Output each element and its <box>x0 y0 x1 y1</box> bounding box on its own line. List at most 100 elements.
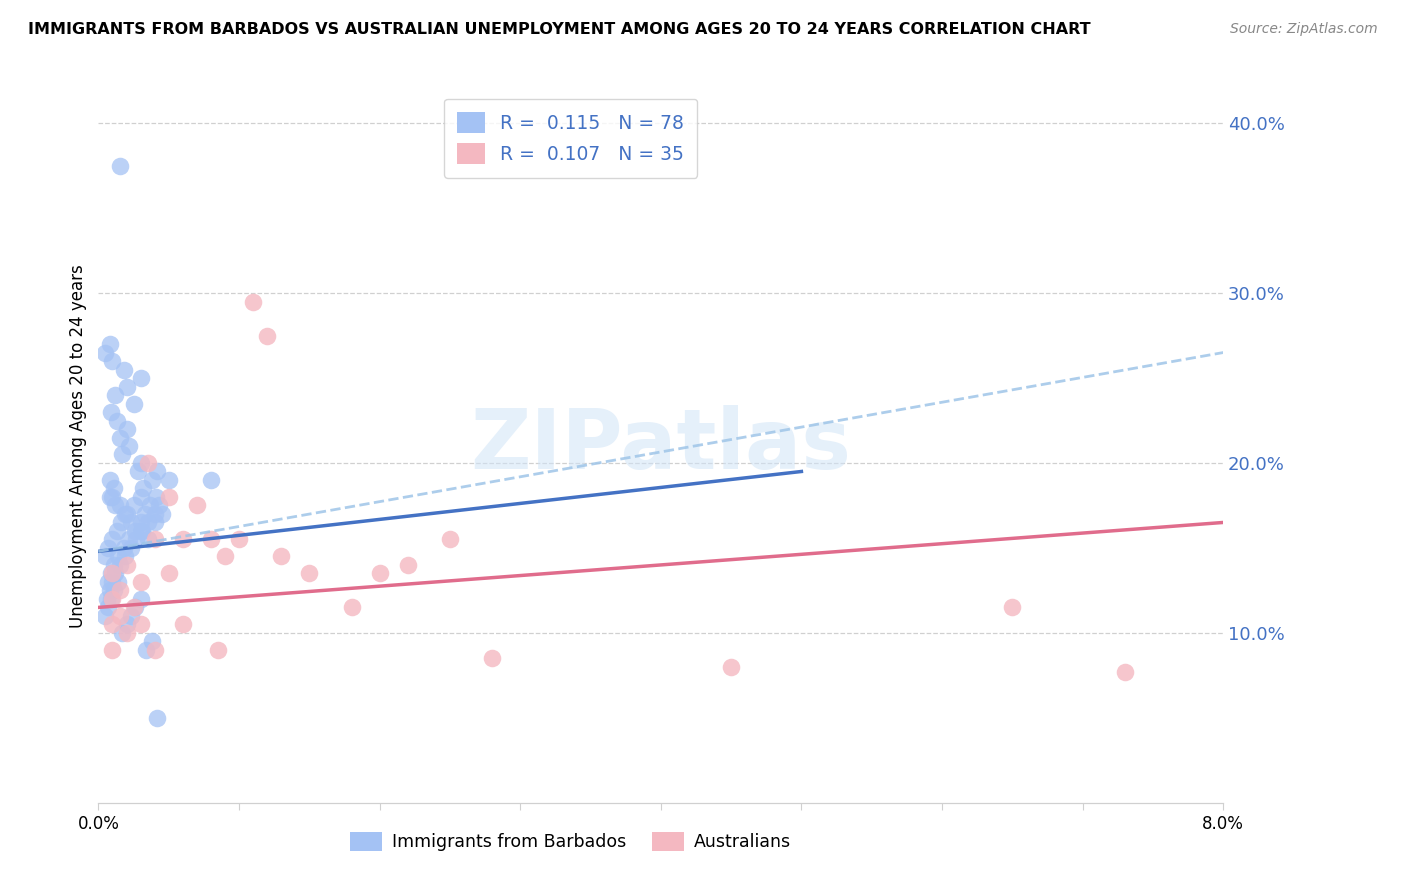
Point <box>122 600 145 615</box>
Point <box>108 583 131 598</box>
Point <box>146 711 169 725</box>
Point <box>101 617 124 632</box>
Point <box>98 583 121 598</box>
Point <box>118 533 141 547</box>
Point <box>122 499 145 513</box>
Point <box>97 541 120 555</box>
Point <box>114 507 136 521</box>
Point <box>115 558 138 572</box>
Point <box>157 473 180 487</box>
Point <box>396 558 419 572</box>
Point <box>129 617 152 632</box>
Point <box>111 626 134 640</box>
Point <box>120 516 142 530</box>
Point <box>112 362 135 376</box>
Point <box>132 482 155 496</box>
Point <box>148 499 170 513</box>
Point <box>97 600 120 615</box>
Point <box>129 371 152 385</box>
Point <box>720 660 742 674</box>
Point <box>107 549 129 564</box>
Point <box>114 549 136 564</box>
Point <box>207 643 229 657</box>
Point <box>228 533 250 547</box>
Point <box>108 608 131 623</box>
Point <box>107 574 129 589</box>
Point <box>100 591 122 606</box>
Point <box>129 516 152 530</box>
Legend: Immigrants from Barbados, Australians: Immigrants from Barbados, Australians <box>343 825 799 858</box>
Text: ZIPatlas: ZIPatlas <box>471 406 851 486</box>
Point <box>136 533 159 547</box>
Point <box>143 643 166 657</box>
Point <box>200 473 222 487</box>
Point <box>439 533 461 547</box>
Point <box>101 591 124 606</box>
Point <box>186 499 208 513</box>
Point <box>101 490 124 504</box>
Point <box>122 396 145 410</box>
Point <box>256 328 278 343</box>
Point <box>242 294 264 309</box>
Point <box>115 507 138 521</box>
Point <box>1114 665 1136 679</box>
Point <box>115 626 138 640</box>
Point <box>115 422 138 436</box>
Point <box>101 566 124 581</box>
Point <box>120 608 142 623</box>
Point <box>129 574 152 589</box>
Point <box>129 490 152 504</box>
Point <box>129 524 152 538</box>
Point <box>108 430 131 444</box>
Point <box>94 549 117 564</box>
Point <box>108 558 131 572</box>
Text: Source: ZipAtlas.com: Source: ZipAtlas.com <box>1230 22 1378 37</box>
Point <box>172 533 194 547</box>
Point <box>101 643 124 657</box>
Point <box>98 490 121 504</box>
Point <box>124 600 146 615</box>
Point <box>125 533 148 547</box>
Point <box>103 482 125 496</box>
Point <box>111 448 134 462</box>
Point <box>1001 600 1024 615</box>
Point <box>136 456 159 470</box>
Point <box>100 566 122 581</box>
Point <box>100 405 122 419</box>
Point <box>157 490 180 504</box>
Point <box>115 617 138 632</box>
Point <box>108 159 131 173</box>
Point <box>340 600 363 615</box>
Point <box>141 634 163 648</box>
Point <box>129 591 152 606</box>
Point <box>105 413 128 427</box>
Point <box>135 643 157 657</box>
Point <box>172 617 194 632</box>
Point <box>136 516 159 530</box>
Point <box>150 507 173 521</box>
Point <box>103 583 125 598</box>
Point <box>145 490 167 504</box>
Point <box>124 524 146 538</box>
Point <box>129 456 152 470</box>
Text: IMMIGRANTS FROM BARBADOS VS AUSTRALIAN UNEMPLOYMENT AMONG AGES 20 TO 24 YEARS CO: IMMIGRANTS FROM BARBADOS VS AUSTRALIAN U… <box>28 22 1091 37</box>
Y-axis label: Unemployment Among Ages 20 to 24 years: Unemployment Among Ages 20 to 24 years <box>69 264 87 628</box>
Point <box>141 473 163 487</box>
Point <box>143 507 166 521</box>
Point <box>143 516 166 530</box>
Point <box>104 566 127 581</box>
Point <box>108 499 131 513</box>
Point <box>146 465 169 479</box>
Point <box>98 337 121 351</box>
Point <box>94 608 117 623</box>
Point <box>143 533 166 547</box>
Point <box>131 524 153 538</box>
Point <box>112 541 135 555</box>
Point <box>115 379 138 393</box>
Point <box>97 574 120 589</box>
Point <box>94 345 117 359</box>
Point <box>105 524 128 538</box>
Point <box>101 574 124 589</box>
Point <box>134 507 156 521</box>
Point <box>157 566 180 581</box>
